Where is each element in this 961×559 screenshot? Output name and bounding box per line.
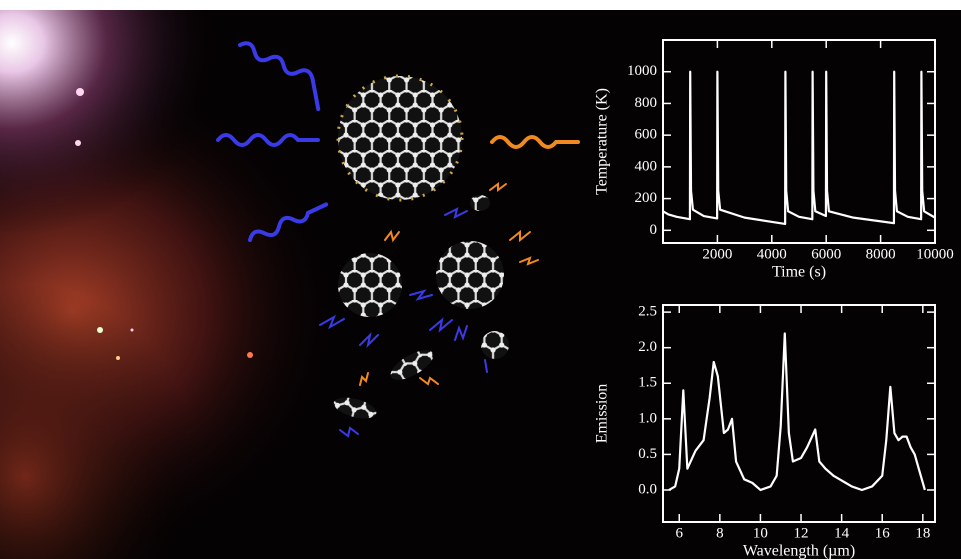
y-tick-label: 0 [650,222,658,238]
x-tick-label: 8000 [866,246,896,262]
y-tick-label: 0.0 [638,481,657,497]
y-tick-label: 2.0 [638,339,657,355]
y-tick-label: 0.5 [638,446,657,462]
x-axis-label: Wavelength (µm) [743,543,855,559]
x-tick-label: 4000 [757,246,787,262]
page: {"chart_data": [ {"type": "line", "xlabe… [0,0,961,559]
x-tick-label: 2000 [702,246,732,262]
y-tick-label: 200 [635,190,658,206]
x-axis-label: Time (s) [772,264,826,281]
y-tick-label: 1.5 [638,375,657,391]
illustration: 0 200 400 600 800 1000 2000 4000 6000 8000 10000 Ti… [0,0,961,559]
x-tick-label: 10000 [916,246,954,262]
y-tick-label: 1.0 [638,410,657,426]
y-tick-label: 2.5 [638,304,657,320]
x-tick-label: 18 [915,525,930,541]
y-tick-label: 800 [635,95,658,111]
x-tick-label: 6000 [811,246,841,262]
x-tick-label: 16 [875,525,891,541]
x-tick-label: 8 [716,525,724,541]
y-axis-label: Temperature (K) [594,88,611,195]
y-tick-label: 600 [635,127,658,143]
x-tick-label: 10 [753,525,768,541]
nebula [0,10,600,559]
y-tick-label: 400 [635,158,658,174]
y-axis-label: Emission [594,384,611,444]
x-tick-label: 14 [834,525,850,541]
y-tick-label: 1000 [627,63,657,79]
x-tick-label: 12 [794,525,809,541]
x-tick-label: 6 [675,525,683,541]
